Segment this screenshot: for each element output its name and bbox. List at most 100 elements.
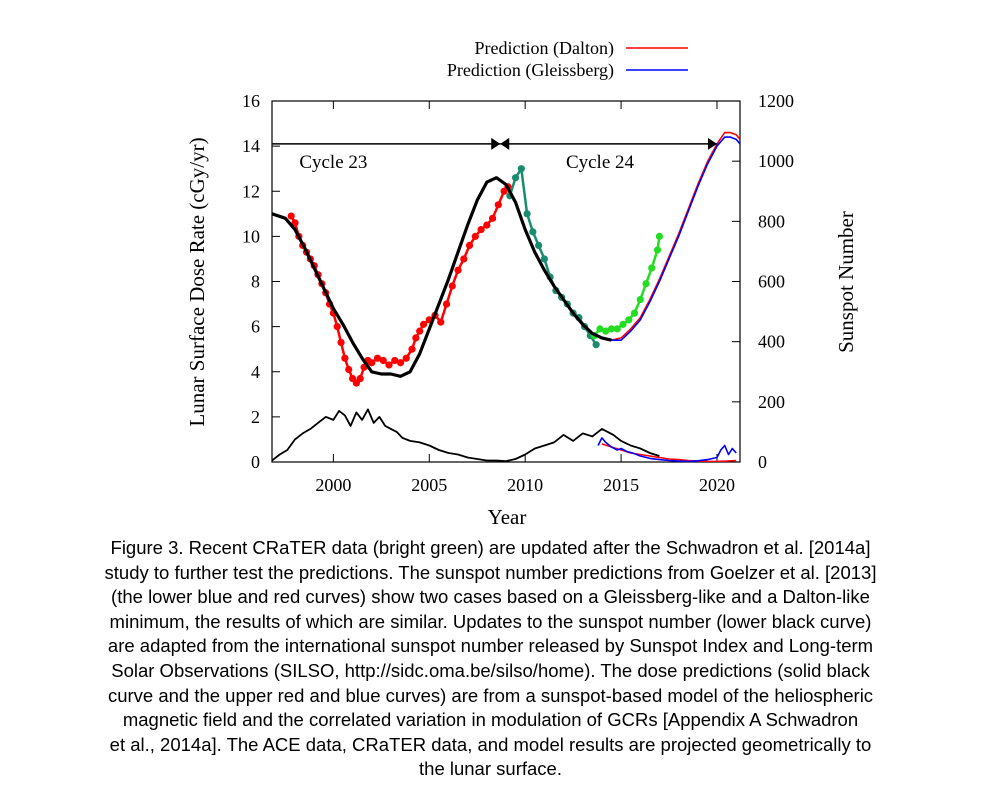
caption-line: curve and the upper red and blue curves)…	[107, 684, 874, 706]
x-tick-label: 2020	[699, 475, 735, 495]
data-point	[333, 323, 341, 331]
series-3	[272, 176, 612, 378]
cycle-annotations: Cycle 23 Cycle 24	[272, 137, 717, 173]
data-point	[368, 359, 376, 367]
axis-ticks: 2000 2005 2010 2015 2020 0 2 4 6 8 10 12 14 16 0 200 400…	[242, 91, 794, 495]
y-left-tick-label: 0	[251, 452, 260, 472]
caption-line: study to further test the predictions. T…	[104, 561, 877, 583]
cycle-24-arrowhead-left	[500, 137, 510, 150]
data-point	[379, 356, 387, 365]
data-point	[356, 374, 364, 383]
y-left-tick-label: 10	[242, 226, 260, 246]
data-point	[385, 361, 393, 369]
data-point	[391, 356, 399, 365]
data-point	[341, 354, 349, 362]
data-point	[345, 365, 353, 374]
data-point	[653, 246, 662, 254]
data-point	[465, 241, 474, 249]
data-point	[291, 219, 299, 227]
data-point	[523, 210, 531, 218]
series-line	[272, 176, 612, 378]
cycle-23-label: Cycle 23	[299, 152, 367, 173]
series-4	[611, 131, 740, 341]
y-left-tick-label: 14	[242, 136, 260, 156]
data-point	[630, 309, 639, 317]
series-line	[611, 136, 740, 341]
series-clip-group	[272, 131, 740, 462]
data-point	[648, 264, 656, 272]
data-point	[402, 354, 410, 362]
x-tick-label: 2010	[507, 475, 543, 495]
caption-line: et al., 2014a]. The ACE data, CRaTER dat…	[109, 733, 872, 755]
data-point	[529, 228, 537, 236]
data-point	[494, 201, 502, 209]
y-right-tick-label: 1000	[758, 151, 794, 171]
data-point	[636, 295, 644, 304]
data-point	[592, 341, 600, 349]
series-7	[601, 443, 737, 462]
y-right-tick-label: 1200	[758, 91, 794, 111]
data-point	[419, 320, 428, 328]
data-point	[460, 255, 468, 263]
data-point	[483, 221, 491, 229]
y-axis-left-title: Lunar Surface Dose Rate (cGy/yr)	[185, 137, 209, 426]
y-axis-right-title: Sunspot Number	[834, 211, 858, 353]
y-right-tick-label: 200	[758, 392, 785, 412]
data-point	[454, 266, 462, 274]
x-tick-label: 2015	[603, 475, 639, 495]
caption-line: magnetic field and the correlated variat…	[122, 709, 859, 731]
series-line	[611, 131, 740, 341]
data-point	[448, 282, 456, 290]
data-point	[607, 325, 616, 333]
y-right-tick-label: 600	[758, 272, 785, 292]
y-right-tick-label: 800	[758, 211, 785, 231]
data-point	[540, 255, 548, 263]
data-point	[642, 280, 650, 288]
caption-line: Figure 3. Recent CRaTER data (bright gre…	[110, 537, 871, 558]
y-left-tick-label: 2	[251, 407, 260, 427]
data-point	[619, 320, 627, 328]
y-right-tick-label: 0	[758, 452, 767, 472]
series-line	[597, 437, 737, 462]
series-line	[601, 443, 737, 462]
cycle-24-label: Cycle 24	[566, 152, 635, 173]
series-8	[597, 437, 737, 462]
series-1	[506, 165, 600, 349]
data-point	[655, 232, 664, 240]
series-2	[590, 232, 664, 340]
cycle-24-arrowhead-right	[707, 137, 717, 150]
series-5	[611, 136, 740, 341]
caption-line: Solar Observations (SILSO, http://sidc.o…	[111, 659, 870, 681]
data-point	[488, 214, 497, 222]
figure-caption: Figure 3. Recent CRaTER data (bright gre…	[30, 536, 951, 782]
data-point	[373, 354, 382, 362]
caption-line: minimum, the results of which are simila…	[109, 610, 872, 632]
chart-canvas: Prediction (Dalton)Prediction (Gleissber…	[185, 38, 858, 529]
caption-line: the lunar surface.	[419, 758, 562, 780]
data-point	[412, 334, 420, 342]
cycle-23-arrowhead	[491, 137, 501, 150]
series-layer	[272, 131, 740, 462]
data-point	[396, 359, 405, 367]
data-point	[602, 327, 610, 335]
data-point	[408, 345, 416, 353]
y-left-tick-label: 16	[242, 91, 260, 111]
y-left-tick-label: 8	[251, 272, 260, 292]
data-point	[613, 325, 621, 333]
legend: Prediction (Dalton)Prediction (Gleissber…	[447, 38, 688, 81]
y-left-tick-label: 12	[242, 181, 260, 201]
data-point	[471, 232, 479, 240]
legend-label: Prediction (Dalton)	[475, 38, 614, 59]
x-axis-title: Year	[488, 505, 527, 529]
data-point	[437, 318, 445, 326]
data-point	[477, 226, 485, 234]
data-point	[625, 316, 633, 324]
y-left-tick-label: 6	[251, 317, 260, 337]
legend-label: Prediction (Gleissberg)	[447, 60, 614, 81]
caption-line: are adapted from the international sunsp…	[107, 635, 874, 657]
caption-line: (the lower blue and red curves) show two…	[111, 586, 870, 608]
data-point	[442, 300, 451, 308]
series-line	[272, 408, 660, 462]
series-6	[272, 408, 660, 462]
data-point	[596, 325, 604, 333]
